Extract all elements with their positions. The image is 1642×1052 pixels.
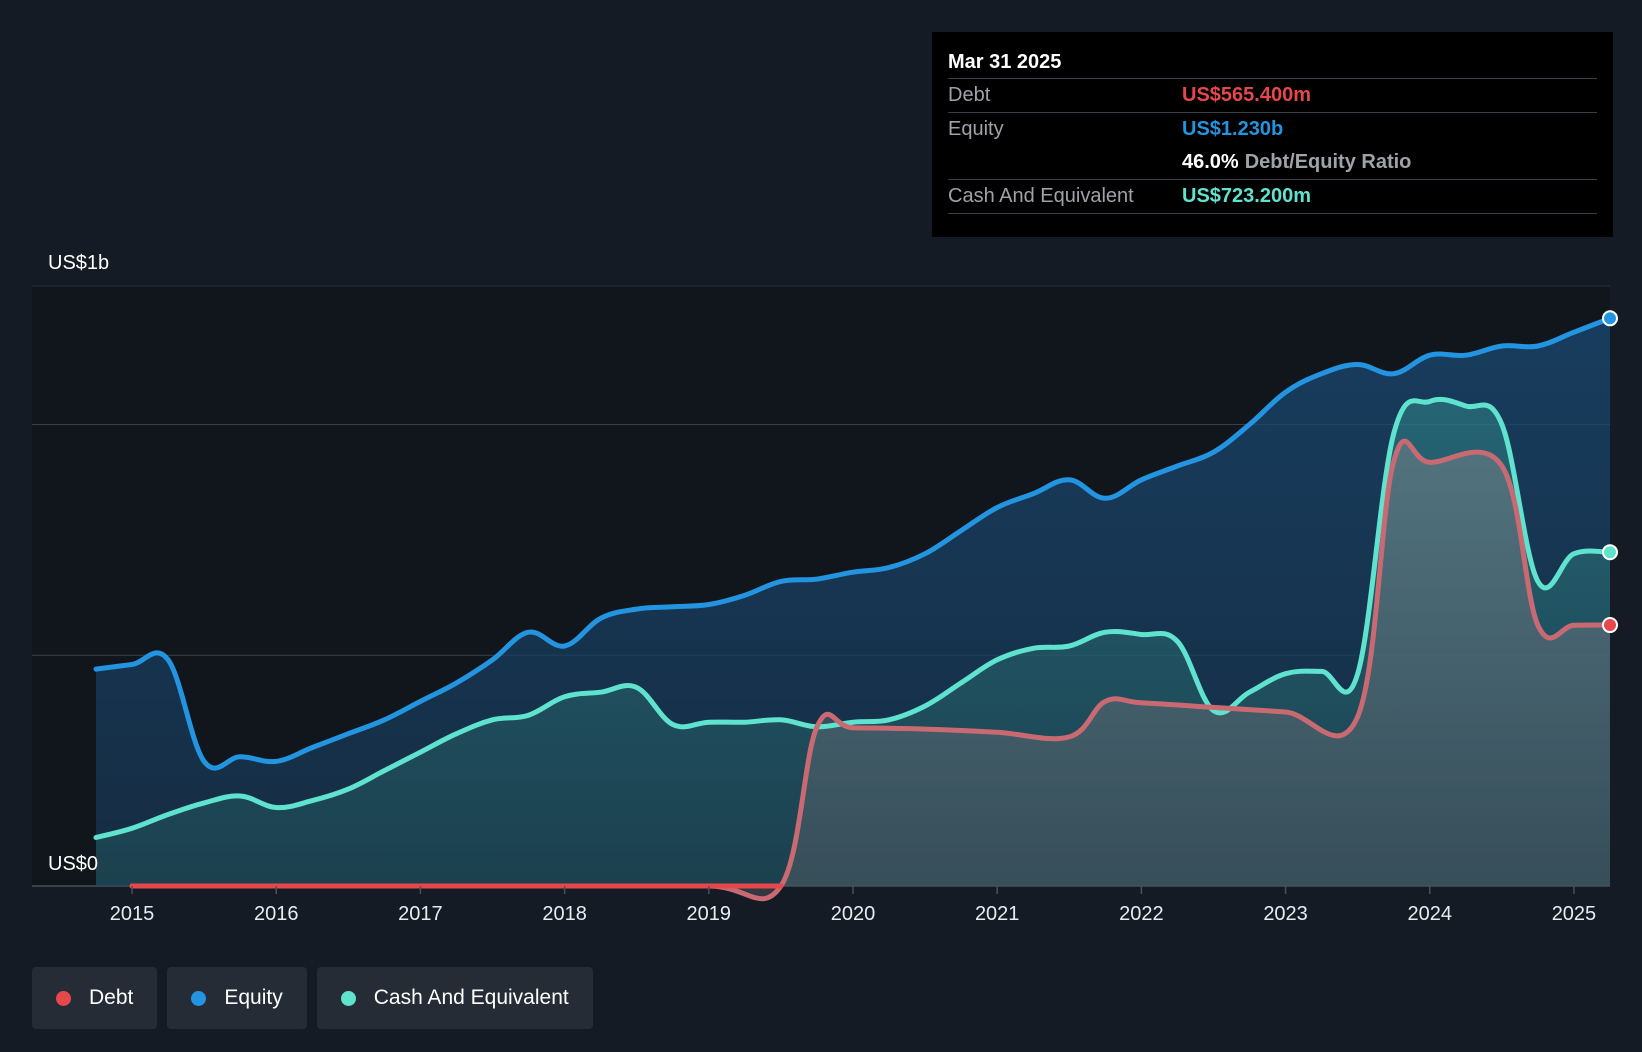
- x-tick-label-2020: 2020: [831, 903, 876, 925]
- legend-item-cash[interactable]: Cash And Equivalent: [316, 967, 593, 1029]
- tooltip-debt-value: US$565.400m: [1182, 84, 1311, 106]
- series-areas: [96, 318, 1610, 899]
- legend-item-equity[interactable]: Equity: [167, 967, 307, 1029]
- legend-dot-debt: [56, 990, 71, 1006]
- y-axis-top-label: US$1b: [48, 252, 109, 274]
- tooltip-debt-row: Debt US$565.400m: [948, 78, 1597, 112]
- equity-line: [93, 315, 1613, 771]
- tooltip-ratio-row: 46.0% Debt/Equity Ratio: [948, 146, 1597, 179]
- x-tick-label-2022: 2022: [1119, 903, 1164, 925]
- tooltip-equity-row: Equity US$1.230b: [948, 112, 1597, 146]
- tooltip-cash-value: US$723.200m: [1182, 185, 1311, 207]
- series-endpoints: [1602, 310, 1618, 634]
- tooltip-equity-value: US$1.230b: [1182, 118, 1284, 140]
- cash-line: [93, 396, 1613, 840]
- tooltip-cash-label: Cash And Equivalent: [948, 185, 1134, 207]
- x-tick-label-2017: 2017: [398, 903, 443, 925]
- tooltip-debt-label: Debt: [948, 84, 991, 106]
- x-tick-label-2019: 2019: [687, 903, 732, 925]
- legend-item-debt[interactable]: Debt: [32, 967, 158, 1029]
- equity-endpoint[interactable]: [1602, 310, 1618, 327]
- x-tick-label-2018: 2018: [542, 903, 587, 925]
- legend-dot-cash: [340, 990, 356, 1006]
- debt-endpoint[interactable]: [1602, 617, 1618, 634]
- x-tick-label-2016: 2016: [254, 903, 299, 925]
- legend-label-equity: Equity: [224, 986, 283, 1009]
- x-tick-label-2021: 2021: [975, 903, 1020, 925]
- tooltip-panel: Mar 31 2025 Debt US$565.400m Equity US$1…: [932, 32, 1613, 237]
- x-axis-ticks: 2015 2016 2017 2018 2019 2020 2021 2022 2023 2024…: [110, 886, 1596, 925]
- x-tick-label-2023: 2023: [1263, 903, 1308, 925]
- legend-label-cash: Cash And Equivalent: [373, 986, 569, 1009]
- x-tick-label-2015: 2015: [110, 903, 155, 925]
- legend-label-debt: Debt: [89, 986, 134, 1009]
- debt-area: [132, 441, 1610, 899]
- y-axis-bottom-label: US$0: [48, 853, 98, 875]
- cash-endpoint[interactable]: [1602, 544, 1618, 561]
- x-tick-label-2024: 2024: [1408, 903, 1453, 925]
- legend: Debt Equity Cash And Equivalent: [32, 967, 593, 1029]
- tooltip-equity-label: Equity: [948, 118, 1004, 140]
- tooltip-ratio-value: 46.0%: [1182, 151, 1239, 173]
- tooltip-cash-row: Cash And Equivalent US$723.200m: [948, 179, 1597, 214]
- x-tick-label-2025: 2025: [1552, 903, 1597, 925]
- tooltip-date: Mar 31 2025: [948, 51, 1062, 73]
- legend-dot-equity: [191, 990, 207, 1006]
- tooltip-ratio-label: Debt/Equity Ratio: [1244, 151, 1412, 173]
